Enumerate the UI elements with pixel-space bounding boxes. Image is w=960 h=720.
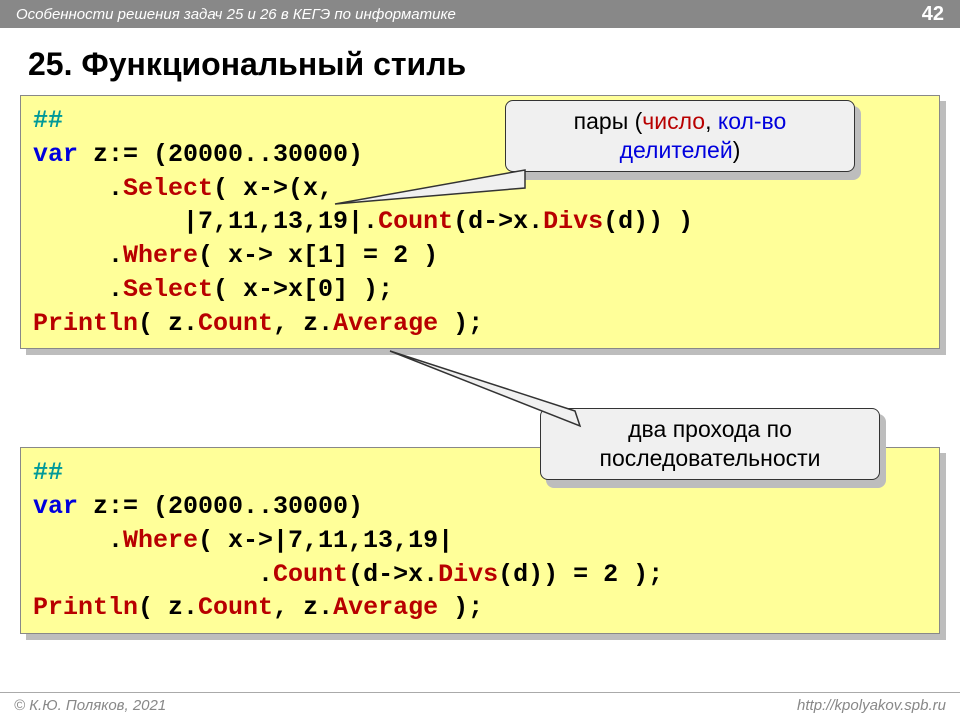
footer-url: http://kpolyakov.spb.ru (797, 697, 946, 714)
method-println: Println (33, 309, 138, 338)
code: ( x-> x[1] = 2 ) (198, 241, 438, 270)
callout-text: ) (733, 137, 741, 163)
code: ( z. (138, 593, 198, 622)
method-count: Count (273, 560, 348, 589)
callout-text: , (705, 108, 718, 134)
callout-text: пары ( (574, 108, 643, 134)
header-title: Особенности решения задач 25 и 26 в КЕГЭ… (16, 6, 456, 23)
code: . (33, 560, 273, 589)
code: ( x->x[0] ); (213, 275, 393, 304)
callout-red: число (642, 108, 705, 134)
comment: ## (33, 458, 63, 487)
callout-tail (325, 162, 545, 222)
slide-header: Особенности решения задач 25 и 26 в КЕГЭ… (0, 0, 960, 28)
copyright: © К.Ю. Поляков, 2021 (14, 697, 166, 714)
code: ( z. (138, 309, 198, 338)
method-where: Where (123, 526, 198, 555)
method-where: Where (123, 241, 198, 270)
callout-text: два прохода по последовательности (600, 416, 821, 471)
keyword-var: var (33, 140, 78, 169)
code: , z. (273, 309, 333, 338)
method-println: Println (33, 593, 138, 622)
code: ( x->|7,11,13,19| (198, 526, 453, 555)
page-number: 42 (922, 3, 944, 26)
code: . (33, 241, 123, 270)
code: z:= (20000..30000) (78, 492, 363, 521)
code: z:= (20000..30000) (78, 140, 363, 169)
code: ); (438, 593, 483, 622)
callout-tail-up (380, 346, 600, 426)
method-divs: Divs (438, 560, 498, 589)
method-select: Select (123, 174, 213, 203)
method-select: Select (123, 275, 213, 304)
code: (d)) ) (603, 207, 693, 236)
method-count: Count (198, 593, 273, 622)
method-divs: Divs (543, 207, 603, 236)
method-average: Average (333, 593, 438, 622)
slide-title: 25. Функциональный стиль (0, 28, 960, 91)
callout-1: пары (число, кол-во делителей) (505, 100, 855, 172)
code: (d->x. (348, 560, 438, 589)
code: , z. (273, 593, 333, 622)
method-count: Count (198, 309, 273, 338)
code: . (33, 526, 123, 555)
code: ( x->(x, (213, 174, 333, 203)
slide-footer: © К.Ю. Поляков, 2021 http://kpolyakov.sp… (0, 692, 960, 720)
code: (d)) = 2 ); (498, 560, 663, 589)
comment: ## (33, 106, 63, 135)
code: . (33, 275, 123, 304)
callout-box: пары (число, кол-во делителей) (505, 100, 855, 172)
keyword-var: var (33, 492, 78, 521)
callout-2: два прохода по последовательности (540, 408, 880, 480)
code: ); (438, 309, 483, 338)
method-average: Average (333, 309, 438, 338)
code: . (33, 174, 123, 203)
